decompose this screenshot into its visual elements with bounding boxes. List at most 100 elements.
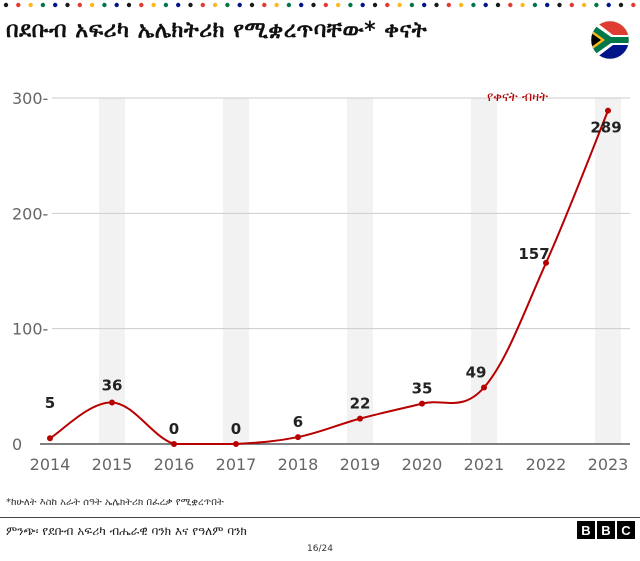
background-band <box>595 98 621 444</box>
x-tick-label: 2016 <box>154 455 195 474</box>
decorative-dot <box>102 2 107 8</box>
decorative-dot <box>446 2 451 8</box>
decorative-dot <box>114 2 119 8</box>
data-points <box>47 107 611 447</box>
decorative-dot <box>163 2 169 8</box>
decorative-dot <box>176 2 181 8</box>
data-point <box>543 259 549 266</box>
data-label: 0 <box>169 420 179 438</box>
decorative-dot <box>557 2 562 8</box>
south-africa-flag-icon <box>590 20 630 60</box>
decorative-dot <box>594 2 599 8</box>
data-point <box>171 441 177 447</box>
decorative-dot <box>422 2 427 8</box>
y-tick-label: 200- <box>12 204 48 223</box>
decorative-dot <box>569 2 574 8</box>
y-tick-label: 100- <box>12 320 48 339</box>
data-point <box>605 107 611 114</box>
decorative-dot <box>188 2 193 8</box>
x-tick-label: 2019 <box>340 455 381 474</box>
x-tick-label: 2022 <box>526 455 567 474</box>
decorative-dot <box>471 2 476 8</box>
data-label: 49 <box>466 363 487 381</box>
decorative-dot <box>262 2 267 8</box>
decorative-dot <box>28 2 33 8</box>
decorative-dot <box>65 2 70 8</box>
decorative-dot <box>618 2 624 8</box>
x-tick-label: 2015 <box>92 455 133 474</box>
decorative-dot <box>483 2 488 8</box>
decorative-dot <box>372 2 378 8</box>
decorative-dot <box>151 2 156 8</box>
decorative-dot <box>77 2 83 8</box>
x-tick-label: 2018 <box>278 455 319 474</box>
x-tick-label: 2014 <box>30 455 71 474</box>
background-band <box>223 98 249 444</box>
decorative-dot <box>606 2 611 8</box>
data-label: 5 <box>45 394 55 412</box>
x-tick-label: 2020 <box>402 455 443 474</box>
decorative-dot <box>545 2 550 8</box>
background-band <box>347 98 373 444</box>
data-label: 35 <box>412 380 433 398</box>
decorative-dot <box>274 2 279 8</box>
bbc-logo: B B C <box>577 521 635 541</box>
decorative-dot <box>348 2 353 8</box>
background-bands <box>99 98 621 444</box>
source-note: ምንጭ፡ የደቡብ አፍሪካ ብሔራዊ ባንክ እና የዓለም ባንክ <box>6 524 247 538</box>
decorative-dot <box>508 2 513 8</box>
decorative-dot <box>89 2 95 8</box>
decorative-dot <box>212 2 218 8</box>
x-tick-label: 2017 <box>216 455 257 474</box>
x-tick-label: 2021 <box>464 455 505 474</box>
decorative-dots-strip <box>3 2 636 8</box>
data-point <box>233 441 239 447</box>
divider <box>0 517 640 518</box>
background-band <box>471 98 497 444</box>
decorative-dot <box>520 2 525 8</box>
data-point <box>47 435 53 442</box>
bbc-logo-letter: B <box>577 521 595 539</box>
decorative-dot <box>385 2 390 8</box>
decorative-dot <box>286 2 292 8</box>
decorative-dot <box>409 2 415 8</box>
x-tick-label: 2023 <box>588 455 629 474</box>
decorative-dot <box>249 2 255 8</box>
data-label: 36 <box>102 376 123 394</box>
decorative-dot <box>532 2 538 8</box>
series-line <box>49 110 609 446</box>
gridlines <box>40 97 630 445</box>
decorative-dot <box>299 2 304 8</box>
footnote: *ከሁለት እስከ አራት ሰዓት ኤሌክትሪክ በፈረቃ የሚቋረጥበት <box>6 497 224 508</box>
decorative-dot <box>397 2 402 8</box>
x-axis-ticks: 2014 2015 2016 2017 2018 2019 2020 2021 2022 2023 <box>30 455 629 474</box>
series-annotation: የቀናት ብዛት <box>487 90 548 105</box>
decorative-dot <box>360 2 365 8</box>
decorative-dot <box>323 2 328 8</box>
decorative-dot <box>335 2 341 8</box>
data-point <box>481 384 487 391</box>
decorative-dot <box>40 2 46 8</box>
data-label: 6 <box>293 413 303 431</box>
decorative-dot <box>16 2 21 8</box>
decorative-dot <box>200 2 205 8</box>
decorative-dot <box>3 2 9 8</box>
decorative-dot <box>458 2 464 8</box>
decorative-dot <box>581 2 587 8</box>
decorative-dot <box>225 2 230 8</box>
data-label: 289 <box>590 119 621 137</box>
y-tick-label: 300- <box>12 89 48 108</box>
data-point <box>357 415 363 422</box>
y-axis-ticks: 0 100- 200- 300- <box>12 89 48 454</box>
page-number: 16/24 <box>307 544 333 554</box>
decorative-dot <box>237 2 242 8</box>
bbc-logo-letter: C <box>617 521 635 539</box>
decorative-dot <box>53 2 58 8</box>
decorative-dot <box>126 2 132 8</box>
data-labels: 5 36 0 0 6 22 35 49 157 289 <box>45 119 622 438</box>
data-label: 0 <box>231 420 241 438</box>
decorative-dot <box>311 2 316 8</box>
decorative-dot <box>495 2 501 8</box>
data-point <box>419 400 425 407</box>
